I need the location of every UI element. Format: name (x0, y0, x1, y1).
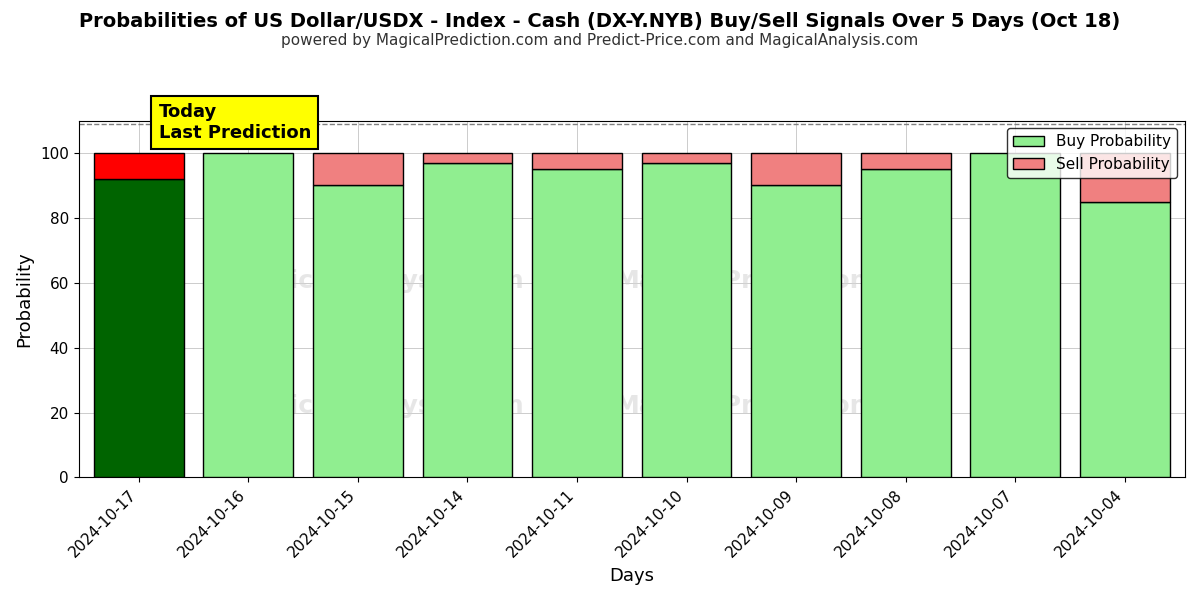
Bar (422, 163, 512, 478)
Text: powered by MagicalPrediction.com and Predict-Price.com and MagicalAnalysis.com: powered by MagicalPrediction.com and Pre… (281, 33, 919, 48)
Bar (971, 153, 1060, 478)
Text: Today
Last Prediction: Today Last Prediction (158, 103, 311, 142)
Bar (860, 169, 950, 478)
Bar (204, 153, 293, 478)
Bar (1080, 202, 1170, 478)
Bar (532, 153, 622, 169)
Bar (642, 153, 732, 163)
Bar (94, 179, 184, 478)
Bar (313, 185, 403, 478)
Y-axis label: Probability: Probability (14, 251, 34, 347)
Bar (642, 163, 732, 478)
Bar (422, 153, 512, 163)
Text: MagicalPrediction.com: MagicalPrediction.com (614, 269, 936, 293)
X-axis label: Days: Days (610, 567, 654, 585)
Text: MagicalAnalysis.com: MagicalAnalysis.com (230, 394, 524, 418)
Text: Probabilities of US Dollar/USDX - Index - Cash (DX-Y.NYB) Buy/Sell Signals Over : Probabilities of US Dollar/USDX - Index … (79, 12, 1121, 31)
Bar (313, 153, 403, 185)
Bar (94, 153, 184, 179)
Bar (1080, 153, 1170, 202)
Bar (532, 169, 622, 478)
Bar (860, 153, 950, 169)
Bar (751, 185, 841, 478)
Text: MagicalPrediction.com: MagicalPrediction.com (614, 394, 936, 418)
Text: MagicalAnalysis.com: MagicalAnalysis.com (230, 269, 524, 293)
Bar (751, 153, 841, 185)
Legend: Buy Probability, Sell Probability: Buy Probability, Sell Probability (1007, 128, 1177, 178)
